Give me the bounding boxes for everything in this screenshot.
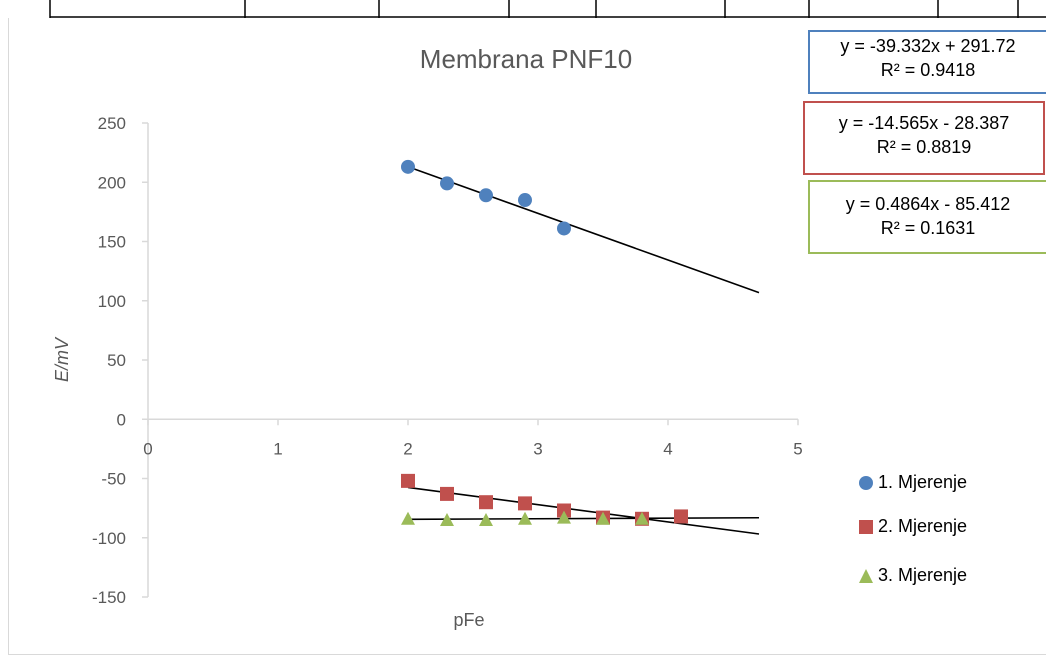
y-tick-label: 250	[98, 114, 126, 133]
x-tick-label: 2	[403, 439, 412, 458]
trendline-equation-series-2: y = -14.565x - 28.387 R² = 0.8819	[803, 101, 1045, 175]
x-tick-label: 1	[273, 439, 282, 458]
table-border-strip	[0, 0, 1046, 18]
data-point-series-2	[479, 495, 493, 510]
data-point-series-3	[635, 511, 649, 525]
data-point-series-2	[674, 509, 688, 524]
legend-square-marker	[859, 519, 873, 534]
y-tick-label: 150	[98, 233, 126, 252]
legend-item-series-3: 3. Mjerenje	[858, 565, 967, 586]
y-tick-label: 50	[107, 351, 126, 370]
legend-item-series-2: 2. Mjerenje	[858, 516, 967, 537]
legend-triangle-marker	[859, 568, 873, 583]
data-point-series-3	[479, 512, 493, 526]
trendline-series-3	[407, 516, 760, 521]
r-squared-text: R² = 0.9418	[880, 60, 976, 80]
x-tick-label: 3	[533, 439, 542, 458]
table-border-svg	[49, 0, 1046, 18]
trendline-equation-series-3: y = 0.4864x - 85.412 R² = 0.1631	[808, 180, 1046, 254]
y-tick-label: -100	[92, 529, 126, 548]
data-point-series-1	[440, 176, 454, 191]
data-point-series-1	[479, 188, 493, 203]
y-tick-label: 100	[98, 292, 126, 311]
chart-title: Membrana PNF10	[420, 44, 632, 74]
data-point-series-2	[557, 503, 571, 518]
data-point-series-2	[518, 496, 532, 511]
equation-text: y = -14.565x - 28.387	[838, 113, 1010, 133]
data-point-series-1	[557, 221, 571, 236]
trendline-series-1	[407, 166, 760, 294]
x-tick-label: 0	[143, 439, 152, 458]
r-squared-text: R² = 0.1631	[880, 218, 976, 238]
data-point-series-3	[596, 511, 610, 525]
y-tick-label: 0	[117, 410, 126, 429]
points-group	[401, 159, 688, 526]
trendline-series-2	[407, 486, 760, 535]
trendlines-group	[407, 166, 760, 535]
trendline-equation-series-1: y = -39.332x + 291.72 R² = 0.9418	[808, 30, 1046, 94]
y-tick-label: -150	[92, 588, 126, 607]
x-axis-label: pFe	[453, 610, 484, 630]
legend-label: 1. Mjerenje	[878, 472, 968, 492]
equation-text: y = -39.332x + 291.72	[840, 36, 1016, 56]
axes-group: 250 200 150 100 50 0 -50 -100 -150 0 1 2 3 4 5	[92, 114, 803, 607]
x-tick-label: 4	[663, 439, 672, 458]
x-tick-label: 5	[793, 439, 802, 458]
data-point-series-1	[401, 159, 415, 174]
data-point-series-2	[440, 486, 454, 501]
data-point-series-3	[440, 512, 454, 526]
r-squared-text: R² = 0.8819	[876, 137, 972, 157]
data-point-series-3	[401, 511, 415, 525]
y-tick-label: -50	[101, 470, 126, 489]
legend-label: 2. Mjerenje	[878, 516, 968, 536]
legend-circle-marker	[859, 475, 873, 490]
legend-label: 3. Mjerenje	[878, 565, 968, 585]
data-point-series-3	[557, 510, 571, 524]
data-point-series-3	[518, 511, 532, 525]
y-axis-label: E/mV	[52, 336, 72, 382]
data-point-series-2	[401, 473, 415, 488]
data-point-series-1	[518, 193, 532, 208]
y-tick-label: 200	[98, 173, 126, 192]
equation-text: y = 0.4864x - 85.412	[845, 194, 1011, 214]
legend-item-series-1: 1. Mjerenje	[858, 472, 967, 493]
